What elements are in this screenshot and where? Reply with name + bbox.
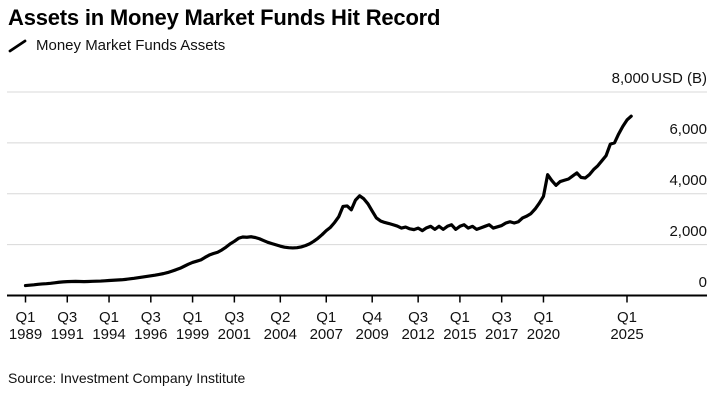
- legend-label: Money Market Funds Assets: [36, 37, 226, 54]
- x-axis-label-quarter: Q3: [224, 309, 245, 326]
- x-axis-label: Q1 1989: [9, 309, 42, 343]
- x-axis-label: Q4 2009: [356, 309, 389, 343]
- x-axis-label-quarter: Q1: [15, 309, 36, 326]
- x-axis-label: Q1 2015: [443, 309, 476, 343]
- x-axis-label-year: 2015: [443, 326, 477, 343]
- y-axis-tick-value: 2,000: [669, 222, 707, 240]
- y-axis-label: 8,000 USD (B): [612, 71, 707, 87]
- x-axis-label-quarter: Q3: [140, 309, 161, 326]
- line-series-icon: [8, 39, 27, 52]
- y-axis-tick-value: 6,000: [669, 120, 707, 138]
- x-axis-label-year: 1996: [134, 326, 168, 343]
- x-axis-label: Q3 2012: [401, 309, 434, 343]
- x-axis-label: Q1 2025: [610, 309, 643, 343]
- y-axis-label: 6,000: [669, 120, 707, 138]
- x-axis-label-quarter: Q1: [616, 309, 637, 326]
- y-axis-unit: USD (B): [651, 70, 707, 87]
- x-axis-label-quarter: Q3: [491, 309, 512, 326]
- source-note: Source: Investment Company Institute: [8, 370, 246, 386]
- x-axis-label-year: 2004: [263, 326, 297, 343]
- x-axis-label-quarter: Q3: [408, 309, 429, 326]
- x-axis-label: Q3 2001: [218, 309, 251, 343]
- x-axis-label-quarter: Q1: [99, 309, 120, 326]
- x-axis-label-quarter: Q1: [449, 309, 470, 326]
- x-axis-label-year: 1991: [50, 326, 84, 343]
- x-axis-label-quarter: Q2: [270, 309, 291, 326]
- y-axis-label: 2,000: [669, 222, 707, 240]
- x-axis-label: Q2 2004: [264, 309, 297, 343]
- x-axis-label-quarter: Q3: [57, 309, 78, 326]
- chart-title: Assets in Money Market Funds Hit Record: [8, 5, 441, 30]
- y-axis-tick-value: 8,000: [611, 70, 650, 87]
- x-axis-label-quarter: Q4: [362, 309, 383, 326]
- x-axis-label-quarter: Q1: [316, 309, 337, 326]
- x-axis-label-year: 2012: [401, 326, 435, 343]
- x-axis-label-year: 1994: [92, 326, 126, 343]
- x-axis-label: Q3 1996: [134, 309, 167, 343]
- y-axis-tick-value: 4,000: [669, 171, 707, 189]
- x-axis-label: Q1 1999: [176, 309, 209, 343]
- x-axis-label-year: 2007: [309, 326, 343, 343]
- x-axis-label-quarter: Q1: [182, 309, 203, 326]
- x-axis-label-year: 2001: [217, 326, 252, 343]
- x-axis-label: Q3 2017: [485, 309, 518, 343]
- x-axis-label: Q1 2020: [527, 309, 560, 343]
- x-axis-label: Q3 1991: [51, 309, 84, 343]
- money-market-assets-line: [23, 114, 633, 288]
- y-axis-label: 0: [698, 273, 707, 291]
- x-axis-label-year: 1999: [175, 326, 210, 343]
- x-axis-label-year: 2009: [355, 326, 389, 343]
- x-axis-label-year: 2025: [610, 326, 644, 343]
- x-axis-label-quarter: Q1: [533, 309, 554, 326]
- legend: Money Market Funds Assets: [8, 37, 225, 54]
- x-axis-label: Q1 2007: [310, 309, 343, 343]
- x-axis-label-year: 2020: [526, 326, 561, 343]
- x-axis-label: Q1 1994: [92, 309, 125, 343]
- y-axis-label: 4,000: [669, 171, 707, 189]
- x-axis-label-year: 1989: [8, 326, 43, 343]
- y-axis-tick-value: 0: [698, 273, 707, 291]
- x-axis-label-year: 2017: [485, 326, 519, 343]
